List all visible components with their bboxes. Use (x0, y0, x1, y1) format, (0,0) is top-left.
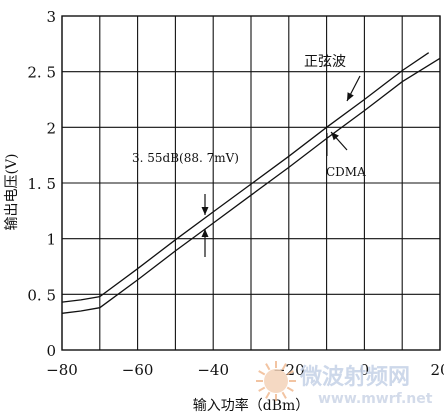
watermark-logo-icon (256, 361, 296, 401)
cdma-series-label: CDMA (326, 165, 366, 179)
watermark-logo-ray (286, 386, 294, 392)
watermark-url: www.mwrf.net (318, 391, 433, 407)
x-tick-label: 0 (360, 361, 370, 379)
watermark-logo-ray (281, 391, 287, 399)
watermark-chinese: 微波射频网 (299, 364, 410, 390)
y-axis-title: 输出电压(V) (4, 153, 20, 230)
axes: −80−60−40−2002000. 511. 522. 53 (27, 8, 444, 379)
x-axis-title: 输入功率（dBm） (193, 397, 310, 414)
y-tick-label: 1. 5 (27, 175, 56, 193)
difference-annotation: 3. 55dB(88. 7mV) (132, 151, 239, 165)
watermark: 微波射频网 www.mwrf.net (256, 361, 433, 407)
watermark-logo-ray (265, 363, 271, 371)
watermark-logo-ray (281, 363, 287, 371)
diff-arrow-down-head (201, 207, 209, 215)
sine-series-label: 正弦波 (304, 54, 346, 70)
watermark-logo-ray (258, 370, 266, 376)
y-tick-label: 2 (46, 119, 56, 137)
annotations: 正弦波 CDMA 3. 55dB(88. 7mV) (132, 54, 366, 257)
grid (61, 15, 441, 351)
y-tick-label: 1 (46, 231, 56, 249)
series-group (61, 52, 441, 314)
y-tick-label: 0. 5 (27, 286, 56, 304)
y-tick-label: 0 (46, 342, 56, 360)
x-tick-label: −80 (46, 361, 78, 379)
watermark-logo-ray (258, 386, 266, 392)
plot-frame (61, 15, 441, 351)
watermark-logo-ray (286, 370, 294, 376)
axis-titles: 输入功率（dBm） 输出电压(V) (4, 153, 309, 414)
y-tick-label: 3 (46, 8, 56, 26)
cdma-series-line (61, 57, 441, 314)
y-tick-label: 2. 5 (27, 64, 56, 82)
watermark-logo-core (264, 369, 288, 393)
watermark-logo-ray (265, 391, 271, 399)
sine-series-line (61, 52, 430, 303)
diff-arrow-up-head (201, 229, 209, 237)
x-tick-label: 20 (430, 361, 444, 379)
x-tick-label: −60 (122, 361, 154, 379)
x-tick-label: −40 (197, 361, 229, 379)
cdma-pointer-arrow-head (331, 132, 339, 141)
sine-pointer-arrow-head (347, 92, 354, 101)
